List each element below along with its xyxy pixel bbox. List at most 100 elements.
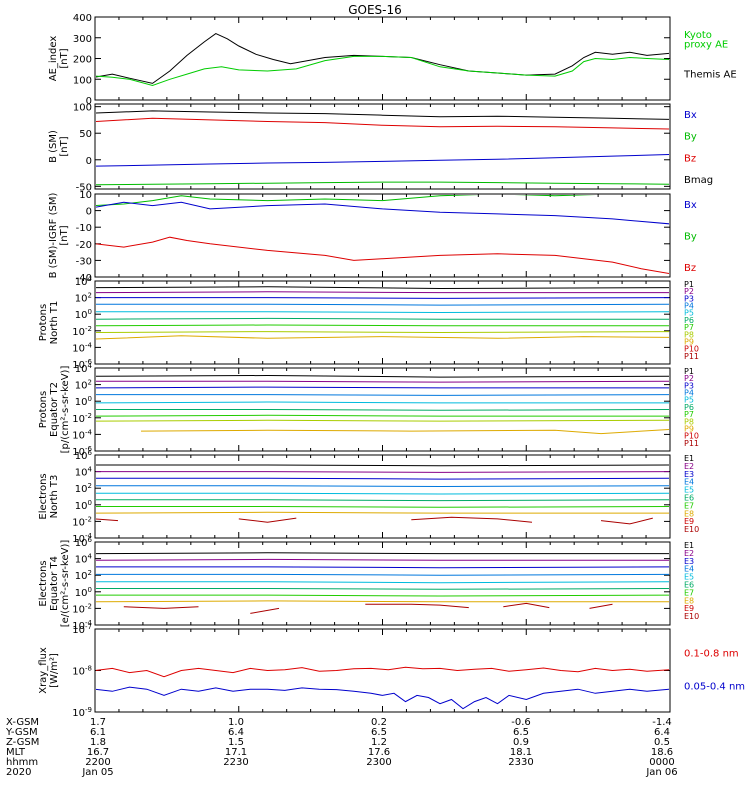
legend-item: P1: [684, 280, 694, 289]
orbit-value: 6.5: [513, 727, 529, 738]
series-e7: [96, 506, 669, 508]
series-p3: [96, 297, 669, 299]
series-group: [96, 464, 669, 525]
series-e3: [96, 477, 669, 480]
y-tick-label: 100: [75, 499, 92, 512]
series-group: [96, 286, 669, 340]
y-tick-label: 0: [86, 207, 92, 218]
series-e5: [96, 492, 669, 495]
series-kyoto-proxy-ae: [96, 55, 669, 87]
y-axis-label: B (SM)[nT]: [48, 130, 70, 163]
y-axis-label-line: [p/(cm²-s-sr-keV)]: [60, 366, 71, 454]
orbit-value: 2200: [85, 757, 110, 768]
orbit-value: 0.5: [654, 737, 670, 748]
series-group: [96, 195, 669, 275]
orbit-value: 2330: [508, 757, 533, 768]
y-axis-label-line: [nT]: [59, 225, 70, 245]
y-axis-label-line: Electrons: [38, 560, 49, 606]
series-p7: [96, 414, 669, 417]
series-e8: [96, 600, 669, 603]
y-axis-label-line: B (SM): [48, 130, 59, 163]
series-p7: [96, 324, 669, 327]
series-p2: [96, 291, 669, 294]
series-p5: [96, 311, 669, 314]
orbit-value: 6.5: [371, 727, 387, 738]
legend-item: P8: [684, 330, 694, 339]
orbit-value: 16.7: [87, 747, 109, 758]
y-tick-label: 10-2: [72, 602, 92, 615]
y-tick-label: 300: [73, 34, 92, 45]
legend-item: P1: [684, 367, 694, 376]
series-e2: [96, 471, 669, 473]
legend-item: E6: [684, 581, 694, 590]
orbit-value: -1.4: [652, 717, 672, 728]
legend-item: P6: [684, 316, 694, 325]
legend-item: E5: [684, 486, 694, 495]
series-e9d: [503, 602, 550, 609]
series-p5: [96, 401, 669, 404]
y-tick-label: 100: [75, 308, 92, 321]
legend-item: Themis AE: [683, 70, 737, 81]
legend-item: 0.05-0.4 nm: [684, 682, 745, 693]
legend-item: P10: [684, 345, 699, 354]
orbit-value: 1.7: [90, 717, 106, 728]
orbit-value: 1.5: [228, 737, 244, 748]
y-tick-label: 0: [86, 156, 92, 167]
series-e4: [96, 573, 669, 576]
panel-igrf: 10 0 -10 -20 -30 -40 B (SM)-IGRF (SM)[nT] Bx By B…: [48, 190, 697, 284]
legend-item: P3: [684, 381, 694, 390]
series-p2: [96, 380, 669, 383]
panel-frame: [94, 280, 671, 365]
orbit-value: 1.8: [90, 737, 106, 748]
legend-item: By: [684, 232, 697, 243]
y-tick-label: 100: [73, 103, 92, 114]
y-axis-label-line: AE_index: [48, 36, 59, 82]
y-axis-label-line: [nT]: [59, 48, 70, 68]
orbit-value: 1.2: [371, 737, 387, 748]
y-axis-label: Xray_flux[W/m²]: [38, 647, 60, 694]
series-p8: [96, 419, 669, 422]
legend-item: E7: [684, 588, 694, 597]
series-e9e: [589, 603, 613, 609]
legend-item: Kyoto: [684, 30, 712, 41]
y-tick-label: 10-2: [72, 412, 92, 425]
orbit-value: 17.6: [368, 747, 390, 758]
legend-item: P9: [684, 424, 694, 433]
series-bx: [96, 201, 669, 225]
series-e7: [96, 594, 669, 597]
y-axis-label-line: Protons: [38, 304, 49, 341]
series-p3: [96, 386, 669, 389]
y-axis-label-line: Equator T2: [49, 382, 60, 437]
y-tick-label: 102: [75, 292, 92, 305]
legend-item: E10: [684, 525, 699, 534]
orbit-value: -0.6: [511, 717, 531, 728]
legend-item: P5: [684, 309, 694, 318]
series-p1: [96, 286, 669, 290]
y-axis-label-line: [e/(cm²-s-sr-keV)]: [60, 540, 71, 628]
series-group: [96, 110, 669, 186]
y-tick-label: 106: [75, 449, 93, 462]
legend-item: 0.1-0.8 nm: [684, 648, 739, 659]
legend-item: Bmag: [684, 175, 713, 186]
legend-item: P2: [684, 374, 694, 383]
legend-item: Bx: [684, 200, 697, 211]
y-axis-label-line: [W/m²]: [49, 653, 60, 688]
series-group: [96, 33, 669, 87]
series-p6: [96, 409, 669, 411]
legend-item: E10: [684, 612, 699, 621]
legend-item: E9: [684, 604, 694, 613]
y-tick-label: 10: [79, 190, 92, 201]
orbit-value: 0000: [649, 757, 674, 768]
orbit-row-label: X-GSM: [6, 717, 39, 728]
panel-frame: [94, 193, 671, 278]
series-bz: [96, 236, 669, 275]
series-e9c: [365, 603, 469, 609]
series-p9: [140, 428, 669, 435]
legend-item: E9: [684, 517, 694, 526]
legend-item: E3: [684, 557, 694, 566]
y-tick-label: -40: [76, 273, 92, 284]
series-e3: [96, 566, 669, 569]
series-e8: [96, 511, 669, 514]
